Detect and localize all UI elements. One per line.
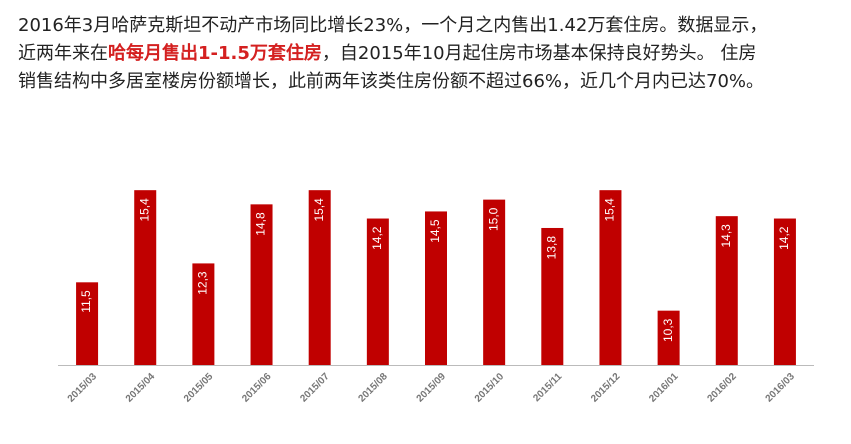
bar	[425, 211, 447, 365]
bar	[773, 218, 796, 365]
bar	[134, 190, 157, 365]
bar	[308, 190, 331, 365]
bar	[715, 216, 738, 365]
article: 2016年3月哈萨克斯坦不动产市场同比增长23%，一个月之内售出1.42万套住房…	[18, 12, 848, 96]
text: 近两年来在	[18, 43, 108, 64]
x-tick-label: 2015/03	[66, 371, 100, 405]
bar	[76, 282, 99, 365]
bar	[483, 199, 506, 365]
highlight: 哈每月售出1-1.5万套住房	[108, 43, 322, 64]
x-tick-label: 2015/12	[589, 371, 623, 405]
value-label: 15,0	[486, 207, 500, 231]
value-label: 10,3	[661, 318, 675, 342]
value-label: 14,5	[428, 219, 442, 243]
value-label: 11,5	[79, 290, 93, 313]
bar	[599, 190, 622, 365]
x-tick-label: 2016/03	[764, 371, 798, 405]
value-label: 12,3	[196, 271, 210, 295]
value-label: 13,8	[544, 236, 558, 260]
bar	[657, 310, 680, 365]
x-tick-label: 2015/05	[182, 371, 216, 405]
x-tick-label: 2016/01	[647, 371, 681, 405]
x-tick-label: 2016/02	[705, 371, 739, 405]
value-label: 15,4	[312, 198, 326, 222]
bar	[541, 227, 564, 365]
bar	[366, 218, 389, 365]
text: 2016年3月哈萨克斯坦不动产市场同比增长23%，一个月之内售出1.42万套住房…	[18, 15, 768, 36]
value-label: 14,8	[254, 212, 268, 236]
x-tick-label: 2015/09	[415, 371, 449, 405]
value-label: 15,4	[137, 198, 151, 222]
bar	[250, 204, 273, 365]
text: ，自2015年10月起住房市场基本保持良好势头。 住房	[321, 43, 757, 64]
value-label: 14,2	[370, 226, 384, 250]
x-tick-label: 2015/11	[531, 371, 564, 404]
value-label: 14,2	[777, 226, 791, 250]
x-tick-label: 2015/08	[356, 371, 390, 405]
x-tick-label: 2015/07	[298, 371, 332, 405]
x-tick-label: 2015/06	[240, 371, 274, 405]
value-label: 14,3	[719, 224, 733, 248]
bar	[192, 263, 215, 365]
value-label: 15,4	[603, 198, 617, 222]
text: 销售结构中多居室楼房份额增长，此前两年该类住房份额不超过66%，近几个月内已达7…	[18, 71, 765, 92]
x-tick-label: 2015/04	[124, 371, 158, 405]
x-tick-label: 2015/10	[473, 371, 507, 405]
